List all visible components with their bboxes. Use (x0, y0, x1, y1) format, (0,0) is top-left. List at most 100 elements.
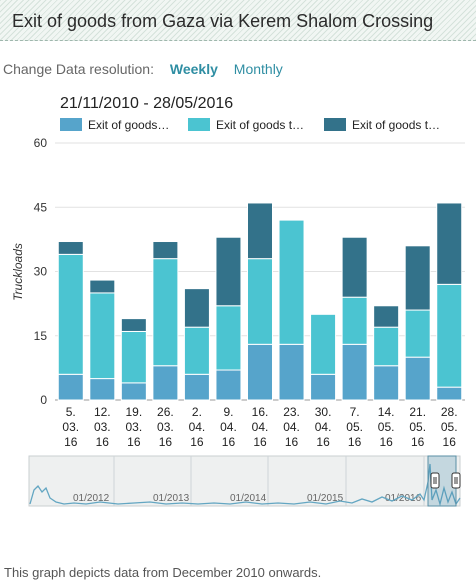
bar-segment-series-3[interactable] (183, 288, 210, 328)
bar-segment-series-1[interactable] (57, 373, 84, 401)
bar-segment-series-2[interactable] (120, 330, 147, 384)
x-tick-label: 03. (94, 420, 111, 434)
x-tick-label: 26. (157, 405, 174, 419)
bar-segment-series-2[interactable] (89, 292, 116, 380)
title-bar: Exit of goods from Gaza via Kerem Shalom… (0, 0, 476, 41)
y-tick-label: 0 (40, 393, 47, 407)
legend-item-1[interactable]: Exit of goods… (60, 118, 169, 132)
resolution-monthly-button[interactable]: Monthly (233, 61, 283, 77)
navigator-year-label: 01/2015 (307, 493, 344, 504)
legend-item-3[interactable]: Exit of goods t… (324, 118, 440, 132)
navigator-year-label: 01/2016 (385, 493, 422, 504)
x-tick-label: 16 (96, 435, 110, 449)
bar-segment-series-1[interactable] (310, 373, 337, 401)
legend-swatch-2 (188, 118, 210, 131)
x-tick-label: 16 (348, 435, 362, 449)
resolution-label: Change Data resolution: (3, 61, 154, 77)
legend-label-2: Exit of goods t… (216, 118, 305, 132)
bar-segment-series-3[interactable] (89, 279, 116, 294)
x-tick-label: 5. (66, 405, 76, 419)
bar-segment-series-1[interactable] (120, 382, 147, 401)
bar-segment-series-2[interactable] (183, 326, 210, 375)
bar-segment-series-2[interactable] (215, 305, 242, 371)
bar-segment-series-2[interactable] (436, 283, 463, 388)
date-range: 21/11/2010 - 28/05/2016 (60, 95, 234, 112)
bar-segment-series-3[interactable] (152, 241, 179, 260)
navigator-handle-right[interactable] (451, 472, 461, 489)
bar-segment-series-1[interactable] (215, 369, 242, 401)
bars (57, 202, 463, 401)
bar-segment-series-2[interactable] (341, 296, 368, 345)
bar-segment-series-1[interactable] (278, 343, 305, 401)
bar-segment-series-1[interactable] (341, 343, 368, 401)
x-tick-label: 04. (283, 420, 300, 434)
x-tick-label: 16 (127, 435, 141, 449)
chart-title: Exit of goods from Gaza via Kerem Shalom… (12, 11, 434, 31)
bar-segment-series-1[interactable] (247, 343, 273, 401)
bar-segment-series-2[interactable] (404, 309, 431, 358)
x-tick-label: 30. (315, 405, 332, 419)
bar-segment-series-1[interactable] (373, 365, 400, 401)
bar-segment-series-3[interactable] (436, 202, 463, 285)
legend-item-2[interactable]: Exit of goods t… (188, 118, 304, 132)
legend-swatch-1 (60, 118, 82, 131)
x-tick-label: 16 (222, 435, 236, 449)
x-tick-label: 05. (378, 420, 395, 434)
navigator-year-label: 01/2012 (73, 493, 110, 504)
bar-segment-series-2[interactable] (310, 313, 337, 375)
bar-segment-series-1[interactable] (404, 356, 431, 401)
navigator-year-label: 01/2013 (153, 493, 190, 504)
x-tick-label: 7. (350, 405, 360, 419)
bar-segment-series-3[interactable] (404, 245, 431, 311)
resolution-selector: Change Data resolution: Weekly Monthly (3, 61, 283, 77)
legend-label-3: Exit of goods t… (352, 118, 441, 132)
x-tick-label: 14. (378, 405, 395, 419)
bar-segment-series-2[interactable] (57, 253, 84, 375)
x-tick-label: 05. (409, 420, 426, 434)
x-tick-label: 04. (252, 420, 269, 434)
bar-segment-series-3[interactable] (120, 318, 147, 332)
x-tick-label: 04. (189, 420, 206, 434)
bar-segment-series-3[interactable] (247, 202, 273, 260)
chart-legend: Exit of goods… Exit of goods t… Exit of … (60, 118, 460, 136)
bar-segment-series-2[interactable] (247, 258, 273, 345)
footer-note: This graph depicts data from December 20… (4, 565, 322, 580)
x-tick-label: 04. (315, 420, 332, 434)
bar-segment-series-3[interactable] (215, 236, 242, 307)
bar-segment-series-2[interactable] (278, 219, 305, 345)
x-tick-label: 04. (220, 420, 237, 434)
bar-segment-series-1[interactable] (183, 373, 210, 401)
bar-segment-series-1[interactable] (89, 378, 116, 401)
bar-segment-series-2[interactable] (373, 326, 400, 367)
x-tick-label: 16 (411, 435, 425, 449)
x-tick-label: 12. (94, 405, 111, 419)
bar-segment-series-1[interactable] (436, 386, 463, 401)
legend-swatch-3 (324, 118, 346, 131)
bar-segment-series-1[interactable] (152, 365, 179, 401)
x-tick-label: 2. (192, 405, 202, 419)
bar-segment-series-3[interactable] (373, 305, 400, 328)
range-navigator[interactable]: 01/2012 01/2013 01/2014 01/2015 01/2016 (0, 452, 476, 512)
y-axis-label: Truckloads (11, 243, 25, 301)
y-tick-label: 30 (34, 265, 48, 279)
navigator-handle-left[interactable] (430, 472, 440, 489)
x-tick-label: 16 (379, 435, 393, 449)
x-tick-label: 16 (64, 435, 78, 449)
navigator-year-label: 01/2014 (230, 493, 267, 504)
x-tick-label: 28. (441, 405, 458, 419)
x-tick-label: 03. (62, 420, 79, 434)
resolution-weekly-button[interactable]: Weekly (169, 61, 218, 77)
y-tick-label: 60 (34, 136, 48, 150)
x-tick-label: 16 (316, 435, 330, 449)
bar-segment-series-3[interactable] (57, 241, 84, 255)
bar-segment-series-2[interactable] (152, 258, 179, 367)
y-axis-ticks: 0 15 30 45 60 (34, 136, 48, 407)
legend-label-1: Exit of goods… (88, 118, 170, 132)
bar-segment-series-3[interactable] (341, 236, 368, 298)
x-tick-label: 9. (223, 405, 233, 419)
x-tick-label: 16. (252, 405, 269, 419)
x-tick-label: 05. (346, 420, 363, 434)
y-tick-label: 45 (34, 200, 48, 214)
x-tick-label: 16 (443, 435, 457, 449)
